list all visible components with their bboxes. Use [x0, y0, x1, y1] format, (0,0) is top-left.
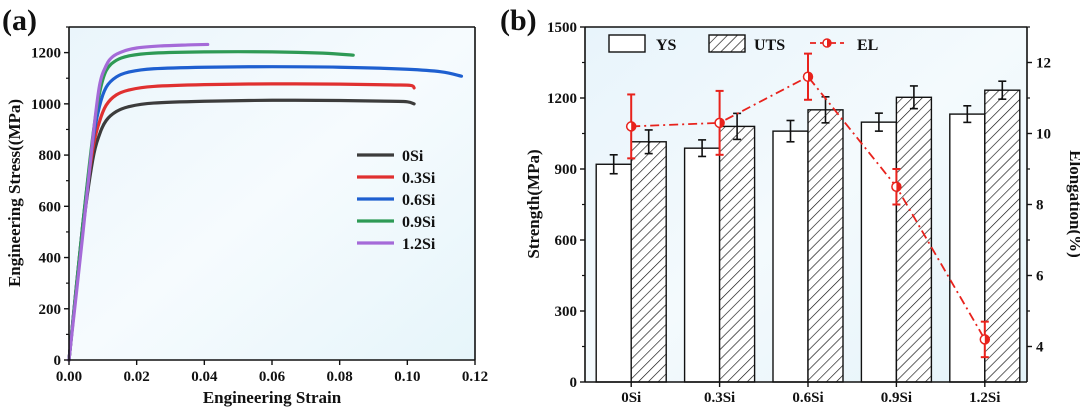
panel-b-elongation-line	[625, 52, 991, 359]
x-tick-label: 0.6Si	[792, 390, 823, 406]
y-tick-label: 1200	[547, 91, 577, 107]
legend-label: 1.2Si	[402, 236, 436, 253]
y-tick-label: 200	[39, 302, 62, 318]
ys-bar-03Si	[683, 147, 721, 383]
y-tick-label: 400	[39, 251, 62, 267]
elongation-line	[631, 75, 986, 340]
y-tick-label: 900	[555, 162, 578, 178]
panel-a-curves	[67, 42, 464, 362]
legend-label-uts: UTS	[754, 37, 785, 54]
y2-tick-label: 8	[1036, 198, 1044, 214]
panel-b-axes: 0 300 600 900 1200 1500 4 6 8 10 12 0Si 0.3Si 0.6Si 0.…	[547, 20, 1051, 406]
panel-a: 0.00 0.02 0.04 0.06 0.08 0.10 0.12 0 200 400 600 80…	[2, 4, 488, 407]
curve-12Si	[67, 42, 210, 362]
panel-b-y2-axis-title: Elongation(%)	[1066, 150, 1080, 258]
legend-swatch-el-marker-half	[827, 39, 831, 47]
el-marker-half	[719, 118, 725, 128]
panel-a-y-axis-title: Engineering Stress((MPa)	[5, 99, 24, 287]
panel-a-legend: 0Si 0.3Si 0.6Si 0.9Si 1.2Si	[357, 148, 436, 253]
y-tick-label: 800	[39, 148, 62, 164]
uts-bar-09Si	[895, 96, 933, 383]
x-tick-label: 0.10	[394, 369, 420, 385]
y-tick-label: 600	[39, 199, 62, 215]
ys-bar-06Si	[772, 130, 809, 383]
el-marker-half	[896, 182, 901, 192]
x-tick-label: 0.00	[56, 369, 82, 385]
x-tick-label: 0.08	[327, 369, 353, 385]
y2-tick-label: 4	[1036, 340, 1044, 356]
el-marker-half	[984, 334, 990, 344]
uts-bar-03Si	[718, 125, 756, 383]
legend-label: 0.6Si	[402, 192, 436, 209]
x-tick-label: 0.02	[124, 369, 150, 385]
y-tick-label: 1200	[31, 46, 61, 62]
x-tick-label: 0.12	[462, 369, 488, 385]
legend-label: 0.9Si	[402, 214, 436, 231]
y-tick-label: 0	[54, 353, 62, 369]
panel-b-label: (b)	[500, 4, 537, 37]
x-tick-label: 0Si	[621, 390, 641, 406]
legend-label: 0Si	[402, 148, 424, 165]
x-tick-label: 0.3Si	[704, 390, 735, 406]
y-tick-label: 1000	[31, 97, 61, 113]
panel-b-legend: YS UTS EL	[608, 34, 878, 54]
ys-bar-0Si	[595, 163, 632, 383]
y2-tick-label: 12	[1036, 56, 1051, 72]
y-tick-label: 1500	[547, 20, 577, 36]
x-tick-label: 1.2Si	[969, 390, 1000, 406]
legend-swatch-ys	[608, 34, 646, 53]
uts-bar-12Si	[984, 89, 1021, 383]
el-marker-half	[808, 72, 813, 82]
uts-bar-06Si	[807, 109, 844, 383]
panel-a-x-axis-title: Engineering Strain	[203, 388, 342, 407]
y-tick-label: 600	[555, 233, 578, 249]
y-tick-label: 300	[555, 304, 578, 320]
legend-label-ys: YS	[656, 37, 677, 54]
panel-b: 0 300 600 900 1200 1500 4 6 8 10 12 0Si 0.3Si 0.6Si 0.…	[500, 4, 1080, 406]
y2-tick-label: 6	[1036, 269, 1044, 285]
y2-tick-label: 10	[1036, 127, 1051, 143]
panel-a-label: (a)	[2, 4, 37, 37]
panel-b-y-axis-title: Strength(MPa)	[524, 149, 543, 258]
y-tick-label: 0	[570, 375, 578, 391]
legend-swatch-uts	[708, 34, 746, 53]
ys-bar-12Si	[949, 113, 986, 383]
legend-label-el: EL	[857, 37, 878, 54]
x-tick-label: 0.04	[191, 369, 218, 385]
legend-label: 0.3Si	[402, 170, 436, 187]
ys-bar-09Si	[860, 121, 898, 383]
uts-bar-0Si	[630, 141, 667, 383]
x-tick-label: 0.9Si	[881, 390, 912, 406]
x-tick-label: 0.06	[259, 369, 286, 385]
panel-a-axes: 0.00 0.02 0.04 0.06 0.08 0.10 0.12 0 200 400 600 80…	[31, 26, 488, 385]
el-marker-half	[631, 121, 636, 131]
